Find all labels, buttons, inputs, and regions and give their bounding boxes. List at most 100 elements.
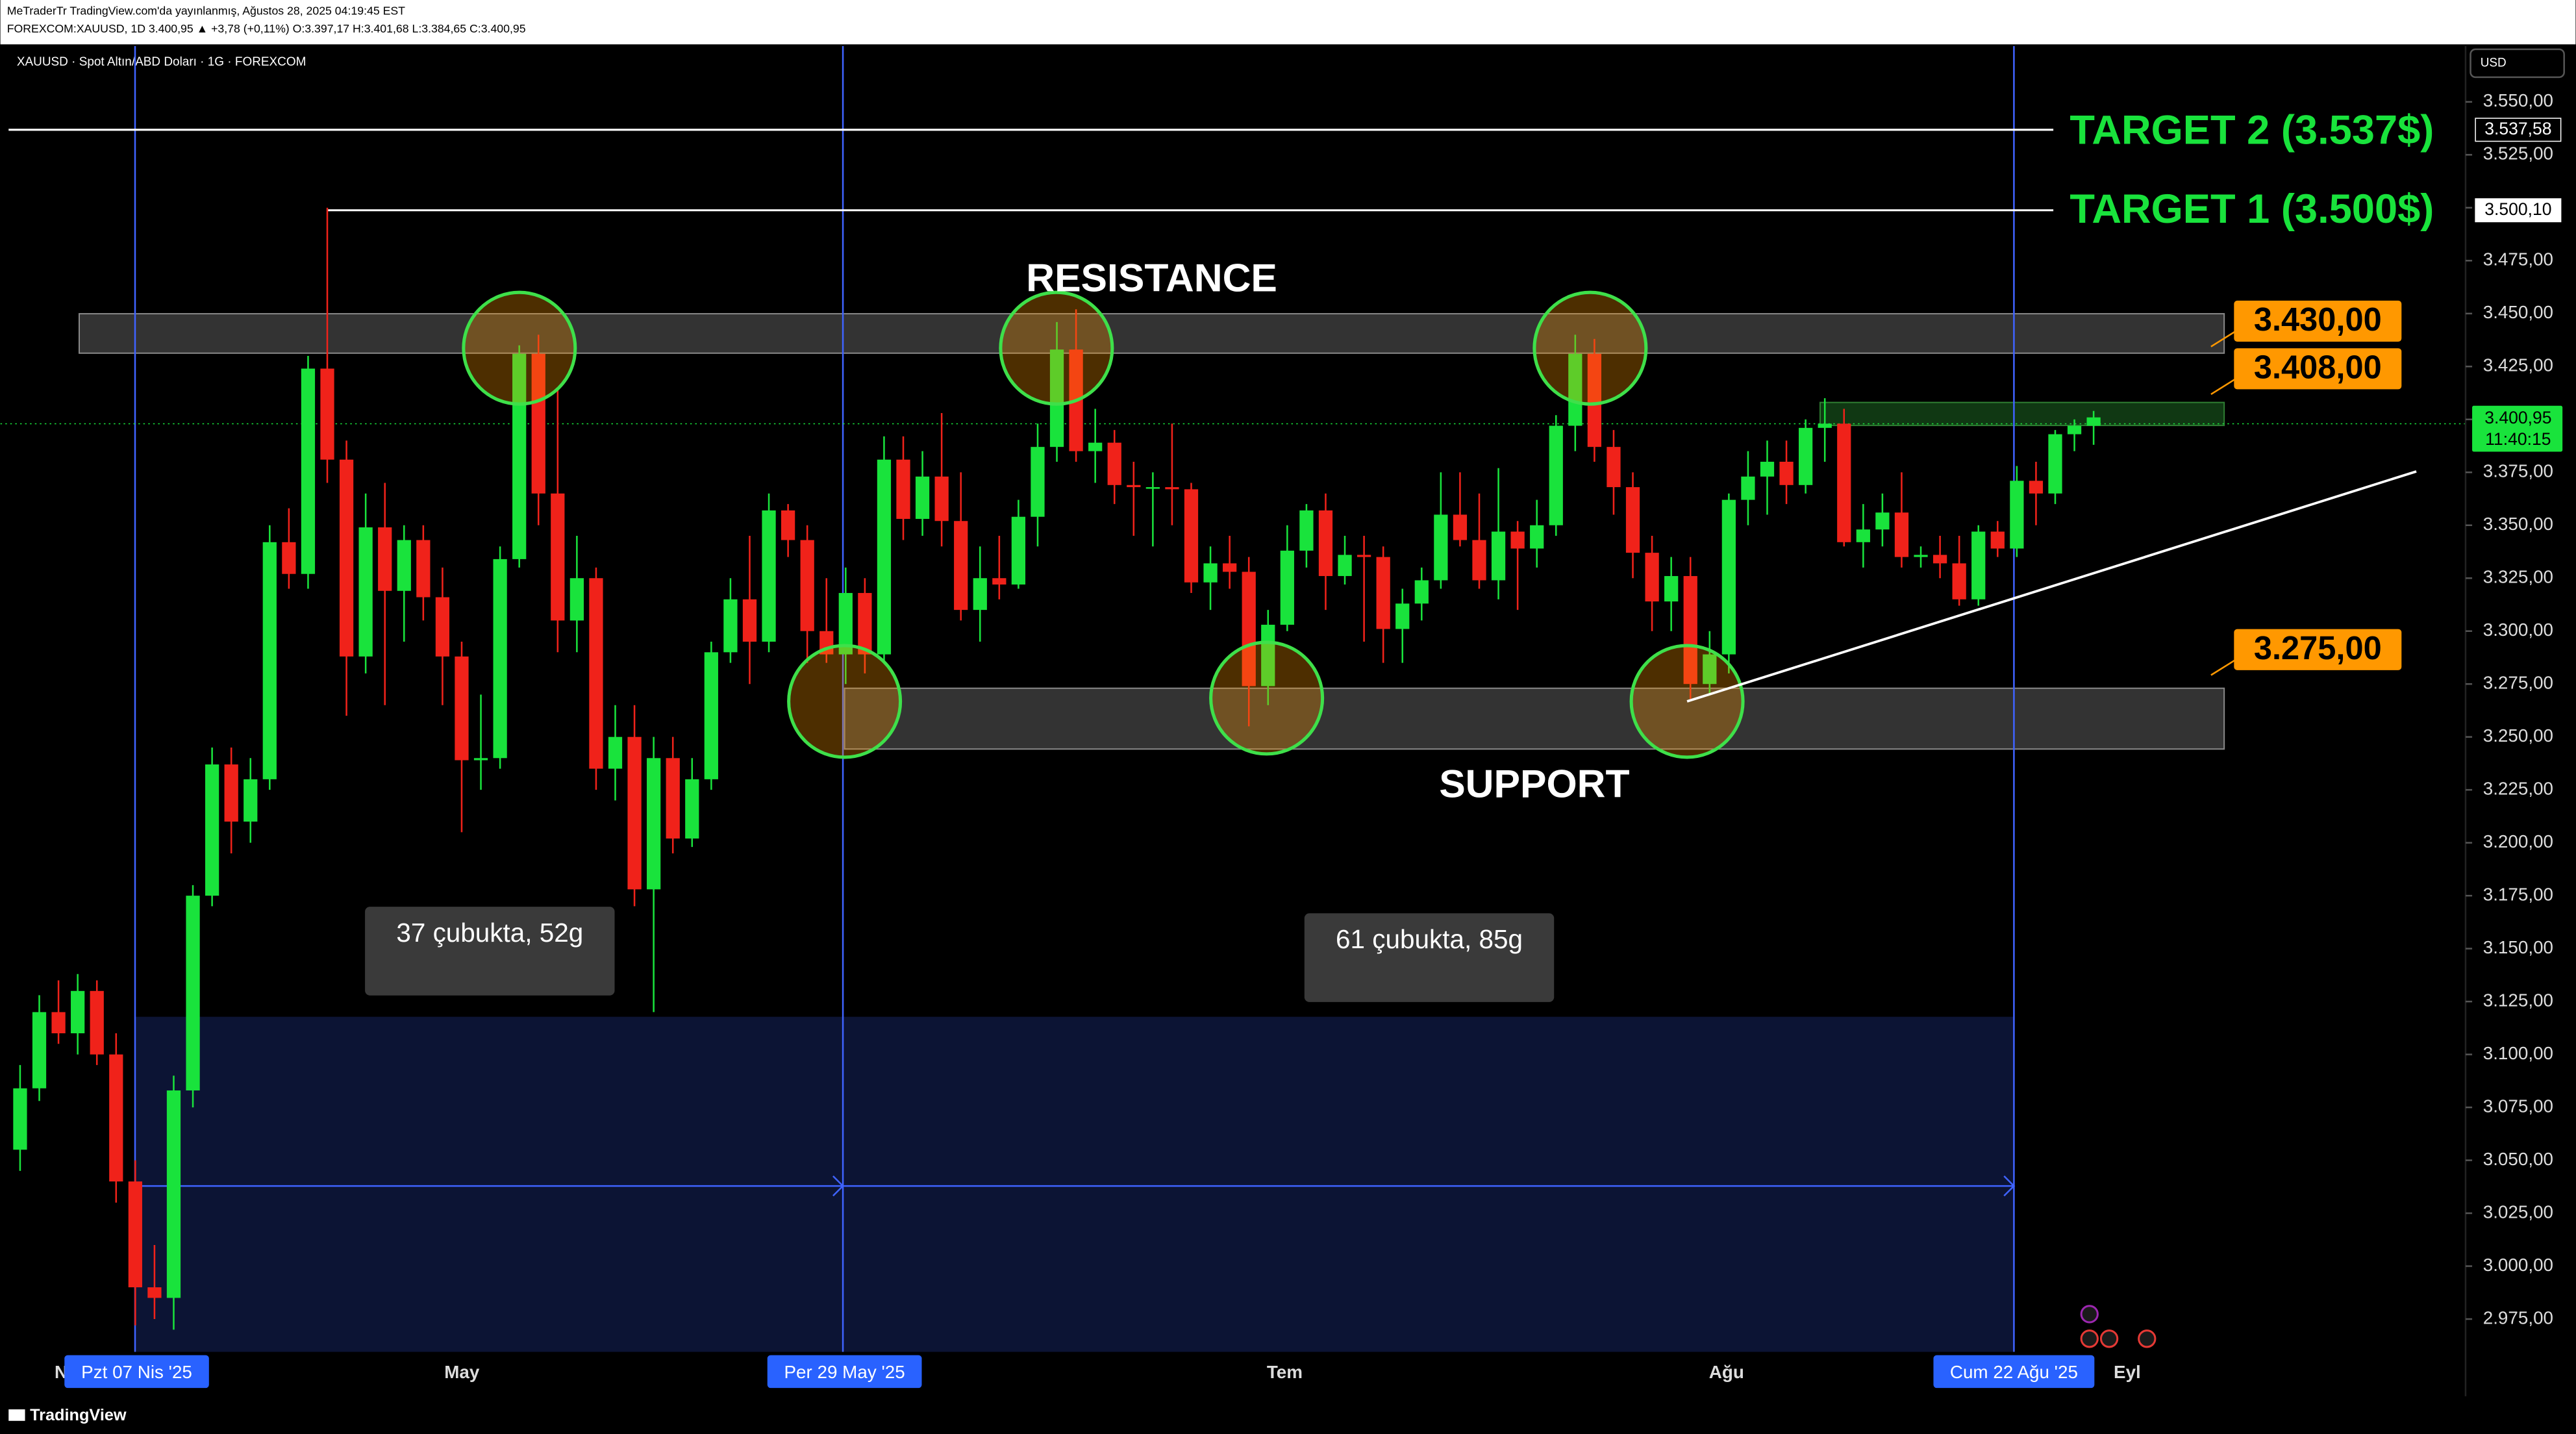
target-1: TARGET 1 (3.500$) (2070, 186, 2434, 232)
candle-body (1914, 555, 1928, 557)
candle-body (838, 593, 853, 655)
candle-body (1741, 476, 1755, 500)
level-pointer (2210, 658, 2238, 676)
candle-body (473, 758, 488, 761)
y-tick-label: 3.300,00 (2483, 620, 2553, 640)
level-label: 3.275,00 (2254, 629, 2382, 666)
y-tick-label: 3.125,00 (2483, 990, 2553, 1010)
trend-line (1686, 470, 2417, 703)
y-tick-label: 3.375,00 (2483, 461, 2553, 481)
candle-body (2010, 481, 2024, 549)
candle-body (1932, 555, 1947, 564)
x-tick-label: Tem (1267, 1362, 1303, 1382)
candle-body (1625, 487, 1640, 553)
price-tag (2475, 198, 2562, 223)
candle-body (1203, 563, 1218, 583)
candle-body (627, 736, 642, 890)
candle-body (858, 593, 872, 655)
candle-body (262, 542, 277, 779)
candle-body (1318, 510, 1333, 576)
candle-body (742, 599, 757, 642)
candle-body (2048, 434, 2062, 494)
candle-body (2086, 417, 2101, 426)
countdown: 11:40:15 (2485, 429, 2551, 449)
event-icon (2080, 1329, 2099, 1348)
x-tick-label: May (444, 1362, 480, 1382)
y-tick-label: 3.000,00 (2483, 1255, 2553, 1275)
candle-body (1799, 427, 1813, 485)
candle-body (1242, 572, 1256, 686)
y-tick-label: 3.075,00 (2483, 1096, 2553, 1116)
candle-body (954, 521, 968, 610)
candle-body (90, 990, 104, 1055)
y-tick-label: 2.975,00 (2483, 1307, 2553, 1327)
range-label: 37 çubukta, 52g (396, 918, 583, 948)
candle-body (666, 758, 680, 839)
x-tick-label: Ağu (1709, 1362, 1744, 1382)
candle-body (1875, 512, 1890, 530)
y-tick-label: 3.450,00 (2483, 302, 2553, 322)
candle-body (1721, 499, 1736, 655)
candle-body (1338, 555, 1352, 576)
candle-body (455, 656, 469, 761)
level-pointer (2210, 377, 2238, 396)
date-marker-label: Pzt 07 Nis '25 (81, 1362, 192, 1382)
candle-body (13, 1088, 27, 1150)
candle-body (1088, 442, 1103, 451)
last-price: 3.400,95 (2484, 408, 2551, 427)
candle-body (685, 779, 699, 839)
candle-body (1280, 550, 1294, 625)
candle-body (551, 493, 565, 621)
candle-body (1491, 531, 1506, 581)
candle-body (32, 1012, 47, 1088)
date-marker (64, 1355, 209, 1389)
candle-body (1837, 423, 1851, 542)
touch-circle (1209, 640, 1325, 756)
range-area (134, 1016, 2014, 1352)
arrow-head (832, 1176, 844, 1197)
support-label: SUPPORT (1439, 762, 1629, 806)
range-box (1304, 913, 1555, 1002)
candle-body (608, 736, 623, 769)
candle-body (531, 353, 545, 494)
candle-body (1376, 557, 1390, 629)
event-icon (2080, 1305, 2099, 1324)
y-tick-label: 3.550,00 (2483, 90, 2553, 110)
y-tick-label: 3.350,00 (2483, 514, 2553, 534)
candle-body (1760, 461, 1775, 477)
footer: TradingView (30, 1406, 127, 1424)
candle-body (1127, 484, 1141, 488)
candle-body (915, 476, 930, 519)
candle-body (1894, 512, 1909, 557)
candle-body (800, 540, 814, 631)
candle-body (339, 459, 354, 657)
candle-body (301, 368, 316, 574)
event-icon (2099, 1329, 2119, 1348)
candle-body (1223, 563, 1237, 572)
candle-body (166, 1090, 181, 1298)
level-label: 3.430,00 (2254, 301, 2382, 338)
candle-body (435, 597, 450, 657)
y-tick-label: 3.100,00 (2483, 1043, 2553, 1063)
level-tag (2234, 300, 2402, 342)
candle-body (992, 578, 1007, 585)
candle-body (320, 368, 334, 460)
event-icon (2138, 1329, 2157, 1348)
candle-body (1607, 447, 1621, 488)
header-bar (0, 0, 2576, 45)
candle-body (1818, 423, 1832, 428)
candle-body (781, 510, 795, 540)
symbol-line: FOREXCOM:XAUUSD, 1D 3.400,95 ▲ +3,78 (+0… (7, 22, 526, 35)
currency-box[interactable] (2470, 48, 2565, 79)
candle-body (397, 540, 411, 591)
support-zone (844, 687, 2225, 750)
candle-body (147, 1287, 162, 1298)
candle-body (416, 540, 431, 598)
candle-body (569, 578, 584, 621)
header: MeTraderTr TradingView.com'da yayınlanmı… (7, 4, 405, 17)
candle-body (647, 758, 661, 890)
range-box (365, 907, 615, 996)
candle-body (1011, 516, 1026, 585)
candle-body (1971, 531, 1986, 599)
candle-body (1049, 349, 1064, 447)
